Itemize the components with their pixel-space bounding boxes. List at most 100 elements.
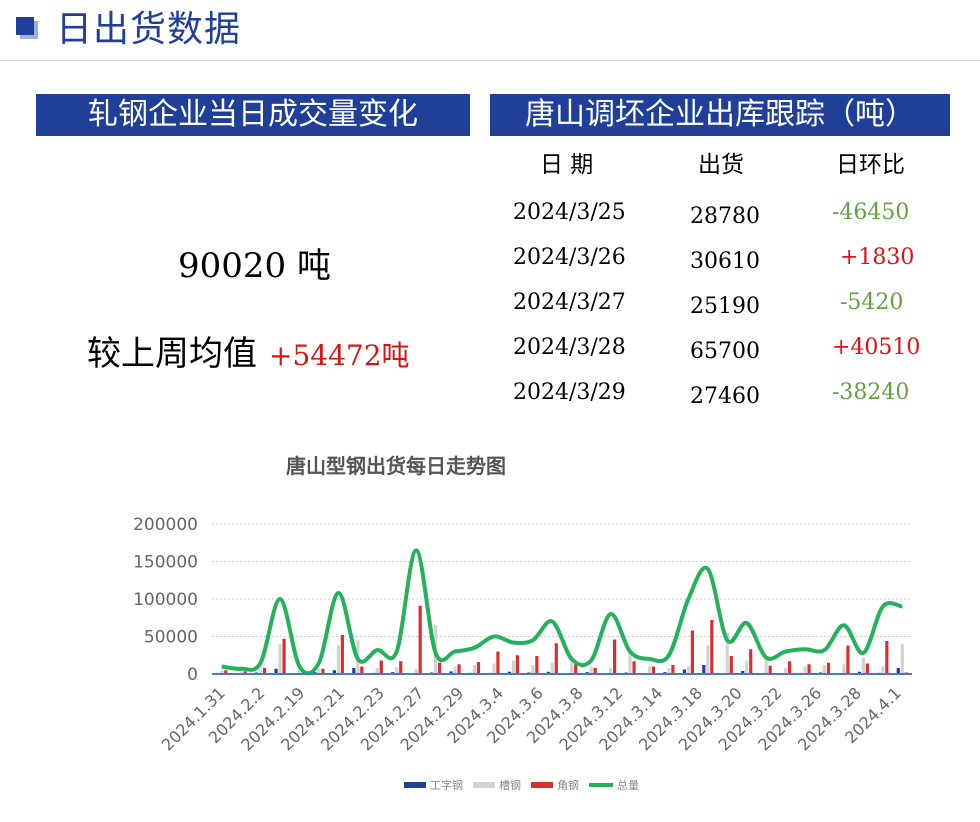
bar-槽钢 bbox=[842, 664, 846, 674]
table-header-change: 日环比 bbox=[836, 152, 905, 178]
legend-label: 角钢 bbox=[557, 779, 579, 792]
row-date: 2024/3/29 bbox=[513, 380, 626, 405]
row-change: -5420 bbox=[840, 290, 904, 315]
bar-角钢 bbox=[613, 639, 617, 674]
bar-角钢 bbox=[885, 641, 889, 674]
bar-角钢 bbox=[379, 660, 383, 674]
bar-槽钢 bbox=[492, 663, 496, 674]
bar-槽钢 bbox=[336, 645, 340, 674]
bar-槽钢 bbox=[609, 668, 613, 674]
bar-工字钢 bbox=[896, 668, 900, 674]
legend-swatch bbox=[404, 782, 426, 788]
bar-角钢 bbox=[360, 666, 364, 674]
row-change: -46450 bbox=[832, 200, 910, 225]
bar-角钢 bbox=[554, 643, 558, 674]
row-shipment: 28780 bbox=[690, 204, 760, 229]
bar-角钢 bbox=[593, 668, 597, 674]
bar-角钢 bbox=[865, 663, 869, 674]
row-date: 2024/3/26 bbox=[513, 245, 626, 270]
bar-工字钢 bbox=[546, 671, 550, 674]
bar-槽钢 bbox=[220, 671, 224, 674]
bar-槽钢 bbox=[900, 644, 904, 674]
bar-工字钢 bbox=[352, 668, 356, 674]
row-date: 2024/3/27 bbox=[513, 290, 626, 315]
bar-角钢 bbox=[749, 649, 753, 674]
bar-槽钢 bbox=[784, 668, 788, 674]
bar-工字钢 bbox=[332, 670, 336, 674]
bar-工字钢 bbox=[274, 668, 278, 674]
row-date: 2024/3/28 bbox=[513, 335, 626, 360]
bar-角钢 bbox=[632, 661, 636, 674]
bar-角钢 bbox=[710, 620, 714, 674]
bar-工字钢 bbox=[449, 671, 453, 674]
y-tick-label: 200000 bbox=[133, 515, 198, 535]
legend-label: 工字钢 bbox=[430, 778, 463, 792]
bar-角钢 bbox=[826, 662, 831, 674]
bar-槽钢 bbox=[764, 657, 768, 674]
bar-角钢 bbox=[788, 661, 792, 674]
y-tick-label: 100000 bbox=[133, 590, 198, 610]
bar-槽钢 bbox=[550, 662, 554, 674]
bar-工字钢 bbox=[702, 665, 706, 674]
y-tick-label: 0 bbox=[187, 665, 198, 685]
compare-label: 较上周均值 bbox=[87, 334, 257, 374]
bar-角钢 bbox=[321, 668, 325, 674]
total-series-line bbox=[221, 548, 903, 676]
table-header-shipment: 出货 bbox=[698, 152, 744, 178]
bar-槽钢 bbox=[531, 665, 535, 674]
bar-角钢 bbox=[671, 665, 675, 674]
bar-角钢 bbox=[399, 661, 403, 674]
bar-角钢 bbox=[574, 664, 578, 674]
row-change: +1830 bbox=[840, 245, 915, 270]
weekly-compare: 较上周均值 +54472吨 bbox=[87, 326, 410, 375]
bar-角钢 bbox=[496, 651, 500, 674]
bar-槽钢 bbox=[745, 660, 749, 674]
bar-槽钢 bbox=[472, 665, 477, 674]
row-change: +40510 bbox=[832, 335, 921, 360]
right-panel-banner: 唐山调坯企业出库跟踪（吨） bbox=[490, 94, 950, 136]
bar-角钢 bbox=[282, 638, 286, 674]
bar-角钢 bbox=[535, 656, 539, 674]
bar-槽钢 bbox=[297, 669, 302, 674]
bar-角钢 bbox=[438, 662, 442, 674]
bar-角钢 bbox=[418, 605, 422, 674]
square-bullet-icon bbox=[16, 17, 38, 39]
bar-槽钢 bbox=[881, 666, 885, 674]
bar-工字钢 bbox=[682, 669, 686, 674]
bar-角钢 bbox=[690, 630, 694, 674]
left-panel-banner: 轧钢企业当日成交量变化 bbox=[36, 94, 470, 136]
page-title: 日出货数据 bbox=[56, 9, 242, 50]
bar-槽钢 bbox=[395, 667, 399, 674]
bar-角钢 bbox=[340, 635, 344, 674]
bar-角钢 bbox=[457, 664, 461, 674]
bar-槽钢 bbox=[725, 632, 729, 674]
row-shipment: 27460 bbox=[690, 384, 760, 409]
header-divider bbox=[0, 60, 980, 61]
compare-value: +54472吨 bbox=[269, 339, 410, 372]
bar-槽钢 bbox=[375, 668, 379, 674]
bar-槽钢 bbox=[259, 670, 263, 674]
bar-角钢 bbox=[651, 666, 656, 674]
bar-槽钢 bbox=[822, 665, 827, 674]
table-header-date: 日 期 bbox=[540, 152, 594, 178]
bar-角钢 bbox=[263, 668, 267, 674]
y-tick-label: 150000 bbox=[133, 553, 198, 573]
page-header: 日出货数据 bbox=[0, 0, 980, 62]
bar-槽钢 bbox=[706, 645, 710, 674]
row-date: 2024/3/25 bbox=[513, 200, 626, 225]
bar-工字钢 bbox=[857, 671, 861, 674]
row-change: -38240 bbox=[832, 380, 910, 405]
bar-工字钢 bbox=[507, 671, 511, 674]
legend-swatch bbox=[473, 782, 495, 788]
bar-槽钢 bbox=[511, 660, 515, 674]
bar-角钢 bbox=[243, 671, 247, 674]
bar-角钢 bbox=[476, 662, 481, 674]
bar-角钢 bbox=[807, 664, 811, 674]
row-shipment: 65700 bbox=[690, 339, 760, 364]
bar-槽钢 bbox=[628, 650, 632, 674]
shipment-trend-chart: 唐山型钢出货每日走势图0500001000001500002000002024.… bbox=[133, 454, 912, 792]
legend-label: 总量 bbox=[617, 778, 639, 792]
bar-槽钢 bbox=[570, 660, 574, 674]
legend-swatch bbox=[531, 782, 553, 788]
bar-槽钢 bbox=[667, 668, 671, 674]
